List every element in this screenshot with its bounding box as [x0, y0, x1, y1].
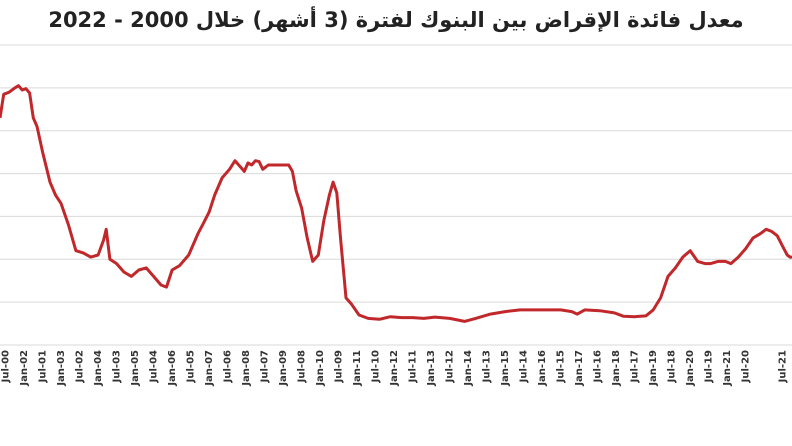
- x-tick-label: Jul-19: [704, 350, 715, 383]
- x-tick-label: Jul-21: [778, 350, 789, 383]
- x-tick-label: Jul-04: [149, 350, 160, 383]
- x-tick-label: Jan-04: [93, 350, 104, 387]
- x-tick-label: Jul-00: [1, 350, 12, 383]
- x-tick-label: Jan-09: [278, 350, 289, 387]
- x-tick-label: Jan-17: [574, 350, 585, 387]
- x-tick-label: Jul-08: [297, 350, 308, 383]
- x-tick-label: Jan-14: [463, 350, 474, 387]
- x-tick-label: Jan-11: [352, 350, 363, 387]
- x-tick-label: Jul-07: [260, 350, 271, 383]
- x-tick-label: Jan-08: [241, 350, 252, 387]
- x-tick-label: Jul-11: [408, 350, 419, 383]
- x-tick-label: Jul-05: [186, 350, 197, 383]
- x-tick-label: Jul-09: [334, 350, 345, 383]
- x-tick-label: Jan-16: [537, 350, 548, 387]
- x-tick-label: Jan-19: [648, 350, 659, 387]
- grid-lines: [0, 44, 792, 346]
- x-tick-label: Jul-13: [482, 350, 493, 383]
- x-tick-label: Jan-21: [722, 350, 733, 387]
- x-tick-label: Jul-12: [445, 350, 456, 383]
- x-tick-label: Jan-18: [611, 350, 622, 387]
- x-axis-ticks: Jul-00Jan-01Jul-01Jan-02Jul-02Jan-03Jul-…: [1, 350, 789, 387]
- x-tick-label: Jul-15: [556, 350, 567, 383]
- x-tick-label: Jul-10: [371, 350, 382, 383]
- x-tick-label: Jan-07: [204, 350, 215, 387]
- x-tick-label: Jul-16: [593, 350, 604, 383]
- chart-title: معدل فائدة الإقراض بين البنوك لفترة (3 أ…: [48, 8, 744, 32]
- x-tick-label: Jan-10: [315, 350, 326, 387]
- x-tick-label: Jul-14: [519, 350, 530, 383]
- x-tick-label: Jul-17: [630, 350, 641, 383]
- x-tick-label: Jul-03: [112, 350, 123, 383]
- x-tick-label: Jul-01: [38, 350, 49, 383]
- series-line: [0, 84, 792, 323]
- x-tick-label: Jul-20: [741, 350, 752, 383]
- x-tick-label: Jan-06: [167, 350, 178, 387]
- x-tick-label: Jul-06: [223, 350, 234, 383]
- x-tick-label: Jan-13: [426, 350, 437, 387]
- x-tick-label: Jul-18: [667, 350, 678, 383]
- x-tick-label: Jan-15: [500, 350, 511, 387]
- x-tick-label: Jan-12: [389, 350, 400, 387]
- x-tick-label: Jul-02: [75, 350, 86, 383]
- series-layer: [0, 84, 792, 323]
- x-tick-label: Jan-02: [19, 350, 30, 387]
- x-tick-label: Jan-20: [685, 350, 696, 387]
- x-tick-label: Jan-05: [130, 350, 141, 387]
- x-tick-label: Jan-03: [56, 350, 67, 387]
